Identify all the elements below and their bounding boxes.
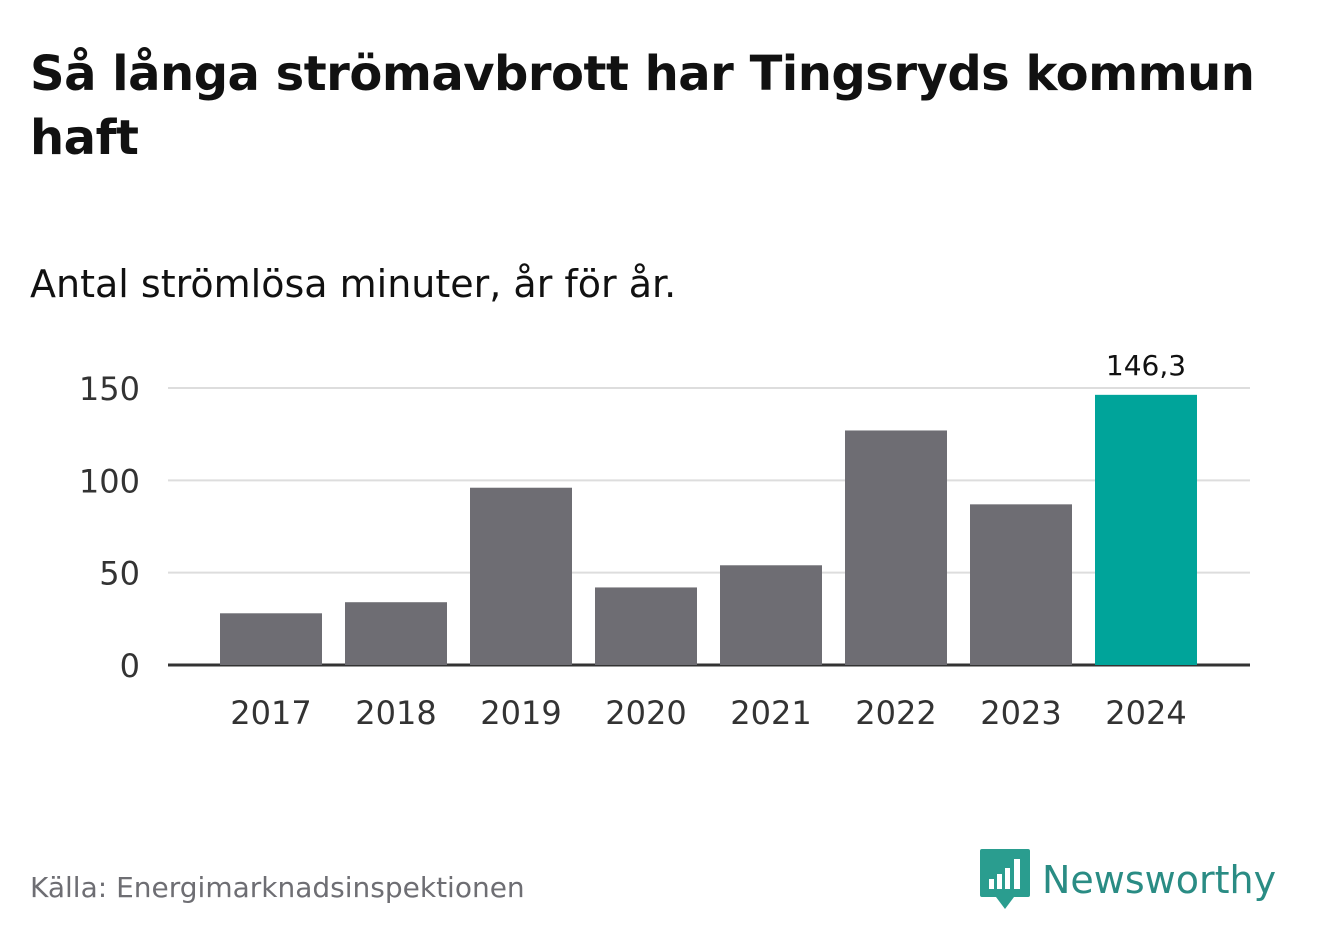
logo-wordmark: Newsworthy [1042, 858, 1277, 902]
chart-subtitle: Antal strömlösa minuter, år för år. [30, 262, 677, 306]
bar-2020 [595, 587, 697, 665]
x-tick-label: 2020 [605, 694, 686, 732]
x-tick-label: 2023 [980, 694, 1061, 732]
y-tick-label: 0 [120, 647, 140, 685]
bar-2024 [1095, 394, 1197, 665]
bar-2017 [220, 613, 322, 665]
x-tick-label: 2018 [355, 694, 436, 732]
y-tick-label: 150 [79, 370, 140, 408]
bar-2021 [720, 565, 822, 665]
data-label: 146,3 [1106, 349, 1186, 382]
x-tick-label: 2017 [230, 694, 311, 732]
x-tick-label: 2022 [855, 694, 936, 732]
gridlines [168, 387, 1250, 667]
newsworthy-logo: Newsworthy [980, 848, 1276, 912]
x-tick-label: 2019 [480, 694, 561, 732]
bar-chart-speech-bubble-icon [980, 849, 1030, 909]
labels: 0 50 100 150 2017 2018 2019 2020 2021 2022 2023 202… [79, 349, 1187, 732]
x-tick-label: 2024 [1105, 694, 1186, 732]
chart-title: Så långa strömavbrott har Tingsryds komm… [30, 46, 1255, 166]
bar-2018 [345, 602, 447, 665]
bars [220, 394, 1197, 665]
bar-2019 [470, 487, 572, 665]
x-tick-label: 2021 [730, 694, 811, 732]
y-tick-label: 100 [79, 462, 140, 500]
bar-2023 [970, 504, 1072, 665]
y-tick-label: 50 [99, 555, 140, 593]
source-note: Källa: Energimarknadsinspektionen [30, 871, 525, 904]
bar-2022 [845, 430, 947, 665]
